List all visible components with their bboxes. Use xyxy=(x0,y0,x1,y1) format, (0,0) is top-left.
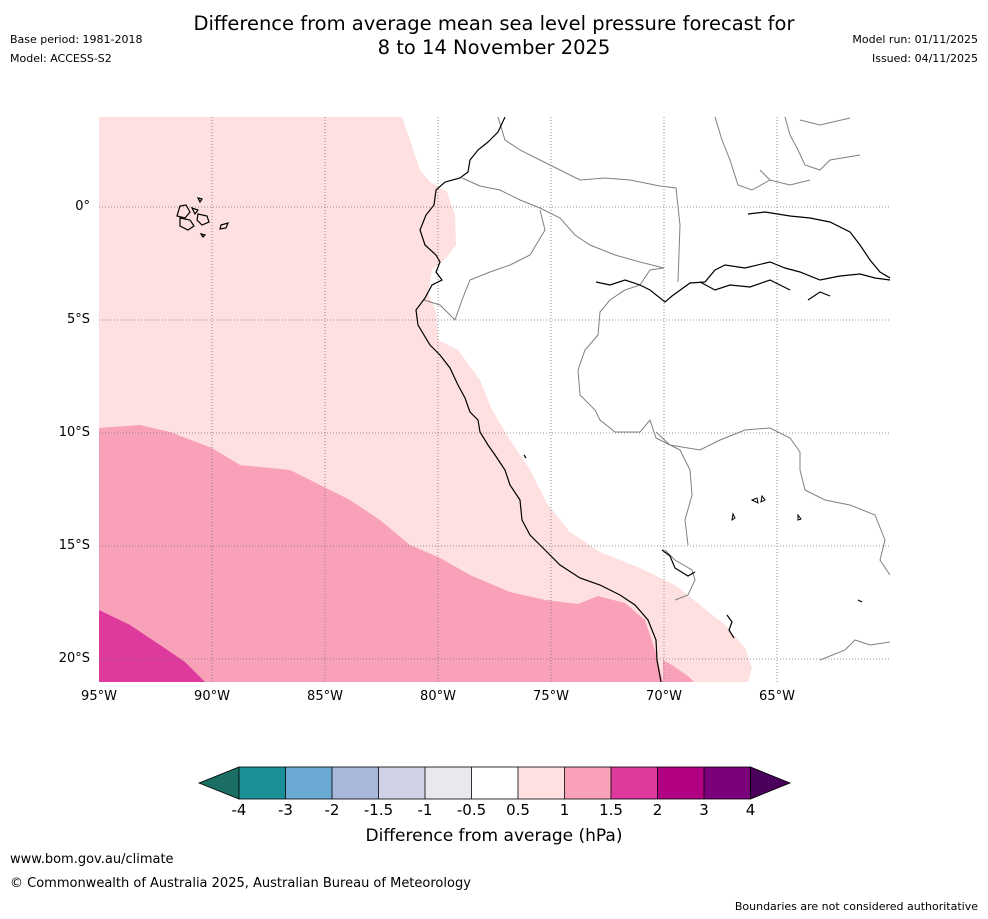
lon-label-65w: 65°W xyxy=(759,689,795,704)
colorbar-tick: 3 xyxy=(699,801,709,819)
website-link[interactable]: www.bom.gov.au/climate xyxy=(10,852,174,867)
colorbar-segment-1 xyxy=(239,767,286,799)
colorbar-segment-3 xyxy=(332,767,379,799)
lon-label-75w: 75°W xyxy=(533,689,569,704)
map-area xyxy=(99,117,890,682)
colorbar-segment-5 xyxy=(425,767,472,799)
anomaly-1-to-1.5-region-east xyxy=(663,660,694,682)
lat-label-5s: 5°S xyxy=(66,312,90,327)
model-run: Model run: 01/11/2025 xyxy=(852,33,978,46)
lake-features xyxy=(731,494,802,522)
anomaly-1.5-to-2-region xyxy=(99,610,205,682)
colorbar-segment-11 xyxy=(704,767,751,799)
issued-date: Issued: 04/11/2025 xyxy=(871,52,978,65)
colorbar-extend-high xyxy=(750,766,792,800)
colorbar-tick: 1.5 xyxy=(599,801,623,819)
lon-label-80w: 80°W xyxy=(420,689,456,704)
coastline xyxy=(415,117,890,682)
model-name: Model: ACCESS-S2 xyxy=(10,52,112,65)
colorbar-segment-6 xyxy=(471,767,518,799)
colorbar-segment-9 xyxy=(611,767,658,799)
colorbar-segment-10 xyxy=(657,767,704,799)
colorbar-label: Difference from average (hPa) xyxy=(365,826,623,846)
colorbar-segment-2 xyxy=(285,767,332,799)
title-line-1: Difference from average mean sea level p… xyxy=(193,12,795,35)
colorbar-tick: -0.5 xyxy=(456,801,487,819)
colorbar-tick: -3 xyxy=(278,801,293,819)
colorbar xyxy=(197,766,792,800)
colorbar-tick: -1 xyxy=(417,801,433,819)
lat-label-15s: 15°S xyxy=(58,538,90,553)
copyright-text: © Commonwealth of Australia 2025, Austra… xyxy=(10,876,471,891)
colorbar-segment-7 xyxy=(518,767,565,799)
colorbar-tick: -2 xyxy=(324,801,340,819)
lat-label-0: 0° xyxy=(75,199,90,214)
base-period: Base period: 1981-2018 xyxy=(10,33,143,46)
colorbar-tick: 4 xyxy=(745,801,756,819)
lon-label-90w: 90°W xyxy=(194,689,230,704)
colorbar-tick: 1 xyxy=(559,801,570,819)
colorbar-tick: 2 xyxy=(652,801,663,819)
colorbar-segment-4 xyxy=(378,767,425,799)
colorbar-tick: 0.5 xyxy=(506,801,530,819)
meta-left: Base period: 1981-2018 Model: ACCESS-S2 xyxy=(10,32,142,70)
meta-right: Model run: 01/11/2025 Issued: 04/11/2025 xyxy=(852,32,978,70)
graticule xyxy=(99,117,890,682)
colorbar-tick: -1.5 xyxy=(363,801,394,819)
lon-label-95w: 95°W xyxy=(81,689,117,704)
lon-label-70w: 70°W xyxy=(646,689,682,704)
lon-label-85w: 85°W xyxy=(307,689,343,704)
disclaimer-text: Boundaries are not considered authoritat… xyxy=(734,900,978,913)
colorbar-extend-low xyxy=(197,766,240,800)
colorbar-segment-8 xyxy=(564,767,611,799)
title-line-2: 8 to 14 November 2025 xyxy=(377,36,611,59)
anomaly-1-to-1.5-region xyxy=(99,425,663,682)
colorbar-tick: -4 xyxy=(231,801,247,819)
galapagos-islands xyxy=(176,197,230,238)
map-title: Difference from average mean sea level p… xyxy=(0,12,988,60)
country-borders xyxy=(423,117,890,661)
lat-label-10s: 10°S xyxy=(58,425,90,440)
lat-label-20s: 20°S xyxy=(58,651,90,666)
